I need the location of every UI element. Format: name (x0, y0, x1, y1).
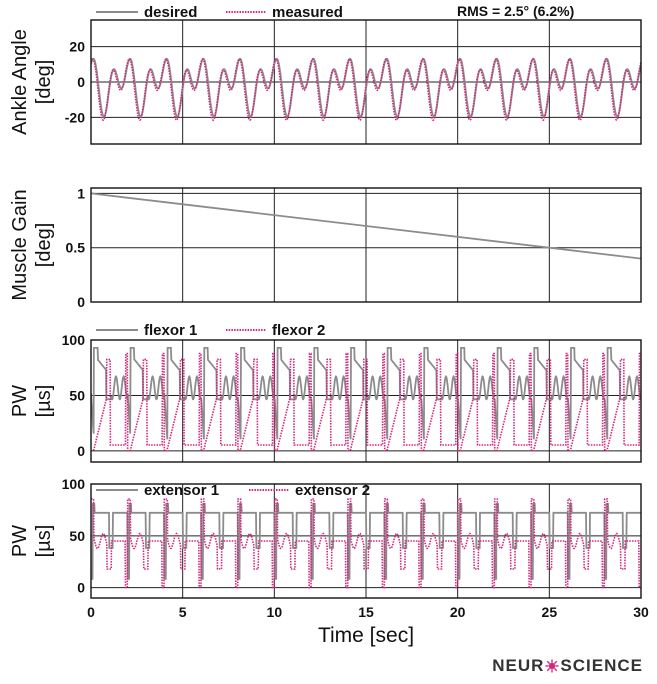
y-axis-label-line-1: PW (9, 525, 31, 557)
plot-frame (90, 19, 642, 145)
brand-suffix: SCIENCE (560, 656, 643, 675)
chart-panel-1: -20 0 20 Ankle Angle [deg] desired measured RMS… (9, 3, 642, 145)
legend-label: extensor 1 (144, 482, 219, 499)
rms-annotation: RMS = 2.5° (6.2%) (457, 3, 574, 19)
y-tick-label: 100 (62, 332, 86, 348)
x-axis-label: Time [sec] (318, 624, 414, 647)
measured-line (91, 58, 641, 121)
y-axis-label-line-1: Muscle Gain (9, 189, 31, 300)
y-tick-label: 50 (69, 387, 85, 403)
x-tick-label: 20 (450, 604, 466, 620)
y-axis-label-line-2: [deg] (33, 223, 55, 267)
series-line (91, 192, 641, 260)
flexor-2-line (91, 352, 641, 452)
y-axis-label-line-1: PW (9, 385, 31, 417)
legend-label: desired (144, 4, 197, 21)
legend-label: flexor 1 (144, 322, 197, 339)
y-axis-label: PW [µs] (9, 385, 55, 418)
x-tick-label: 30 (633, 604, 649, 620)
y-tick-label: 1 (77, 185, 85, 201)
plot-frame (90, 187, 642, 303)
y-tick-label: 0.5 (66, 240, 86, 256)
extensor-2-line (91, 498, 641, 589)
y-tick-label: 0 (77, 294, 85, 310)
legend-label: measured (272, 4, 343, 21)
legend-label: extensor 2 (295, 482, 370, 499)
plot-frame (90, 483, 642, 599)
x-tick-label: 15 (358, 604, 374, 620)
y-axis-label: PW [µs] (9, 525, 55, 558)
x-tick-label: 25 (542, 604, 558, 620)
x-tick-label: 10 (267, 604, 283, 620)
y-axis-label-line-2: [µs] (33, 385, 55, 418)
chart-panel-4: 0 50 100 PW [µs] extensor 1 extensor 2 (9, 476, 642, 599)
y-axis-label: Muscle Gain [deg] (9, 189, 55, 300)
x-tick-label: 5 (179, 604, 187, 620)
y-axis-label-line-2: [deg] (33, 60, 55, 104)
y-tick-label: 0 (77, 443, 85, 459)
flexor-1-line (91, 347, 641, 440)
y-tick-label: 100 (62, 476, 86, 492)
extensor-1-line (91, 503, 641, 580)
plot-frame (90, 339, 642, 463)
neuroscience-logo: NEUR SCIENCE (492, 656, 643, 676)
neuron-icon (545, 659, 559, 673)
x-tick-label: 0 (87, 604, 95, 620)
chart-panel-3: 0 50 100 PW [µs] flexor 1 flexor 2 (9, 322, 642, 463)
y-tick-label: -20 (65, 109, 85, 125)
y-axis-label-line-2: [µs] (33, 525, 55, 558)
legend-label: flexor 2 (272, 322, 325, 339)
y-tick-label: 0 (77, 74, 85, 90)
y-tick-label: 50 (69, 528, 85, 544)
brand-prefix: NEUR (492, 656, 545, 675)
y-axis-label: Ankle Angle [deg] (9, 29, 55, 135)
y-tick-label: 0 (77, 580, 85, 596)
chart-panel-2: 0 0.5 1 Muscle Gain [deg] (9, 185, 642, 310)
y-tick-label: 20 (69, 39, 85, 55)
y-axis-label-line-1: Ankle Angle (9, 29, 31, 135)
